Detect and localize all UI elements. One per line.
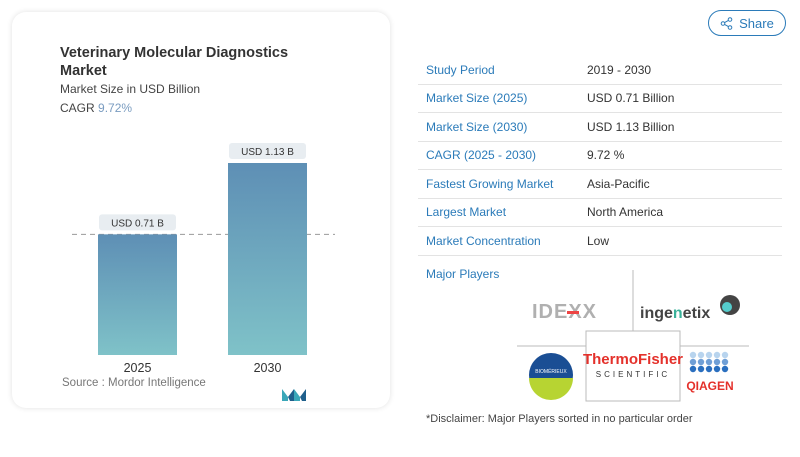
- row-label: Market Concentration: [426, 233, 541, 248]
- table-row: Fastest Growing Market Asia-Pacific: [418, 170, 782, 199]
- chart-subtitle: Market Size in USD Billion: [60, 82, 201, 96]
- chart-title: Veterinary Molecular Diagnostics Market: [60, 45, 289, 79]
- row-value: 2019 - 2030: [587, 62, 652, 77]
- source-text: Source : Mordor Intelligence: [62, 377, 206, 389]
- cagr-text: CAGR 9.72%: [60, 101, 132, 115]
- share-icon: [720, 16, 733, 30]
- table-row: Market Concentration Low: [418, 227, 782, 256]
- cagr-label: CAGR: [60, 101, 95, 115]
- svg-text:QIAGEN: QIAGEN: [686, 379, 733, 393]
- bar-2030: [228, 163, 307, 355]
- row-value: 9.72 %: [587, 148, 625, 163]
- row-label: Market Size (2030): [426, 119, 528, 134]
- cagr-value: 9.72%: [98, 101, 133, 115]
- x-tick-label: 2030: [254, 361, 282, 375]
- major-players-heading: Major Players: [426, 267, 500, 281]
- row-value: North America: [587, 205, 664, 220]
- row-value: USD 1.13 Billion: [587, 119, 675, 134]
- table-row: Market Size (2030) USD 1.13 Billion: [418, 113, 782, 142]
- idexx-logo: IDEXX: [532, 301, 597, 323]
- disclaimer: *Disclaimer: Major Players sorted in no …: [426, 413, 693, 425]
- thermofisher-logo: ThermoFisher SCIENTIFIC: [583, 351, 683, 379]
- share-label: Share: [739, 15, 774, 31]
- svg-text:ingenetix: ingenetix: [640, 305, 710, 322]
- mordor-logo: [282, 389, 306, 401]
- data-label-bg: [229, 143, 306, 159]
- data-label: USD 0.71 B: [111, 218, 164, 229]
- row-label: Largest Market: [426, 205, 507, 220]
- data-label: USD 1.13 B: [241, 147, 294, 158]
- row-label: Market Size (2025): [426, 91, 528, 106]
- ingenetix-logo: ingenetix: [640, 295, 740, 322]
- table-row: Largest Market North America: [418, 199, 782, 227]
- chart-card: [12, 12, 390, 408]
- table-row: CAGR (2025 - 2030) 9.72 %: [418, 142, 782, 170]
- row-label: Fastest Growing Market: [426, 176, 554, 191]
- table-row: Study Period 2019 - 2030: [418, 56, 782, 85]
- data-label-bg: [99, 214, 176, 231]
- market-summary-table: Study Period 2019 - 2030 Market Size (2025…: [418, 56, 782, 256]
- share-button[interactable]: Share: [708, 10, 786, 36]
- svg-text:ThermoFisher: ThermoFisher: [583, 351, 683, 368]
- row-value: Low: [587, 233, 610, 248]
- table-row: Market Size (2025) USD 0.71 Billion: [418, 85, 782, 113]
- bar-chart: USD 0.71 B 2025 USD 1.13 B 2030: [72, 143, 335, 375]
- svg-text:SCIENTIFIC: SCIENTIFIC: [596, 370, 670, 379]
- svg-text:IDEXX: IDEXX: [532, 301, 597, 323]
- row-label: Study Period: [426, 62, 495, 77]
- x-tick-label: 2025: [124, 361, 152, 375]
- bar-2025: [98, 234, 177, 355]
- row-value: Asia-Pacific: [587, 176, 650, 191]
- row-value: USD 0.71 Billion: [587, 91, 675, 106]
- row-label: CAGR (2025 - 2030): [426, 148, 537, 163]
- svg-text:BIOMÉRIEUX: BIOMÉRIEUX: [535, 368, 567, 375]
- biomerieux-logo: BIOMÉRIEUX: [529, 353, 573, 400]
- qiagen-logo: QIAGEN: [686, 351, 734, 393]
